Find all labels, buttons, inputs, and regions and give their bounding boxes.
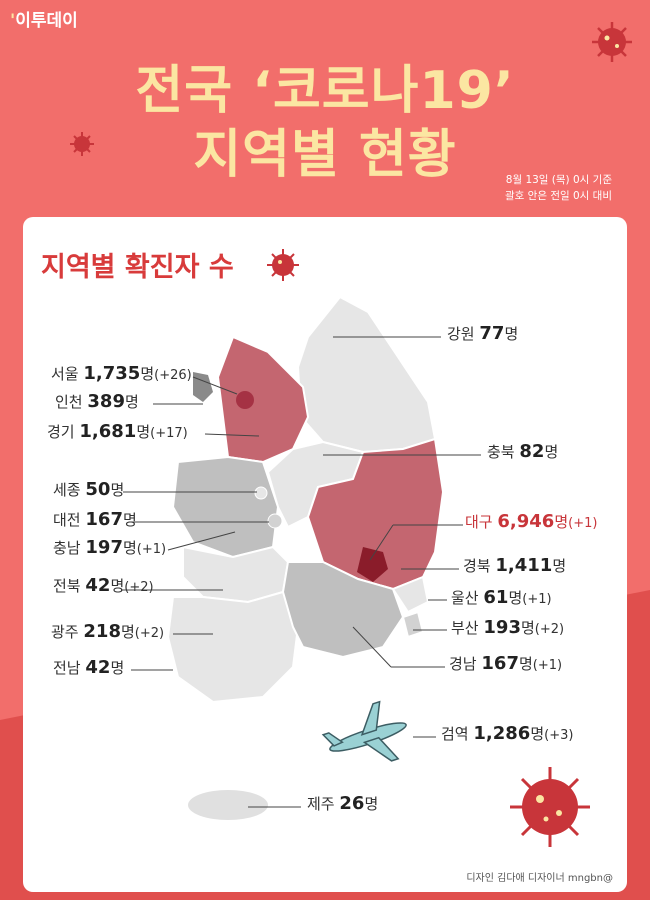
region-daejeon [267, 513, 283, 529]
region-jeju [188, 790, 268, 820]
page-title-line2: 지역별 현황 [193, 125, 457, 185]
map-card: 지역별 확진자 수 [23, 217, 627, 892]
label-sejong: 세종 50명 [53, 479, 125, 500]
region-gyeongnam [281, 561, 405, 659]
label-seoul: 서울 1,735명(+26) [51, 363, 192, 384]
region-gyeonggi [216, 335, 310, 464]
label-busan: 부산 193명(+2) [451, 617, 565, 638]
label-quarantine: 검역 1,286명(+3) [441, 723, 574, 744]
label-chungnam: 충남 197명(+1) [53, 537, 167, 558]
label-incheon: 인천 389명 [55, 391, 139, 412]
virus-icon [510, 767, 590, 847]
delta-note: 괄호 안은 전일 0시 대비 [505, 190, 612, 202]
region-daegu [357, 547, 388, 582]
region-ulsan [391, 575, 430, 614]
region-seoul [236, 391, 254, 409]
designer-credit: 디자인 김다애 디자이너 mngbn@ [466, 873, 613, 884]
region-gangwon [296, 295, 437, 454]
region-jeonnam [166, 590, 300, 704]
label-daejeon: 대전 167명 [53, 509, 137, 530]
page-title-line1: 전국 ‘코로나19’ [135, 61, 515, 121]
label-gyeongbuk: 경북 1,411명 [463, 555, 567, 576]
label-chungbuk: 충북 82명 [487, 441, 559, 462]
region-incheon [193, 372, 213, 402]
logo: '이투데이 [10, 11, 78, 31]
virus-icon [267, 249, 299, 281]
date-note: 8월 13일 (목) 0시 기준 괄호 안은 전일 0시 대비 [505, 172, 612, 204]
region-chungnam [171, 455, 280, 559]
virus-icon [592, 22, 632, 62]
label-jeju: 제주 26명 [307, 793, 379, 814]
label-ulsan: 울산 61명(+1) [451, 587, 552, 608]
card-title: 지역별 확진자 수 [41, 252, 234, 283]
label-gwangju: 광주 218명(+2) [51, 621, 165, 642]
korea-map [121, 295, 590, 847]
date-reference: 8월 13일 (목) 0시 기준 [505, 174, 612, 186]
region-busan [401, 610, 425, 639]
label-daegu: 대구 6,946명(+1) [465, 511, 598, 532]
airplane-icon [321, 700, 407, 762]
label-jeonbuk: 전북 42명(+2) [53, 575, 154, 596]
label-gyeonggi: 경기 1,681명(+17) [47, 421, 188, 442]
region-sejong [254, 486, 268, 500]
label-jeonnam: 전남 42명 [53, 657, 125, 678]
label-gangwon: 강원 77명 [447, 323, 519, 344]
virus-icon [70, 132, 94, 156]
label-gyeongnam: 경남 167명(+1) [449, 653, 563, 674]
